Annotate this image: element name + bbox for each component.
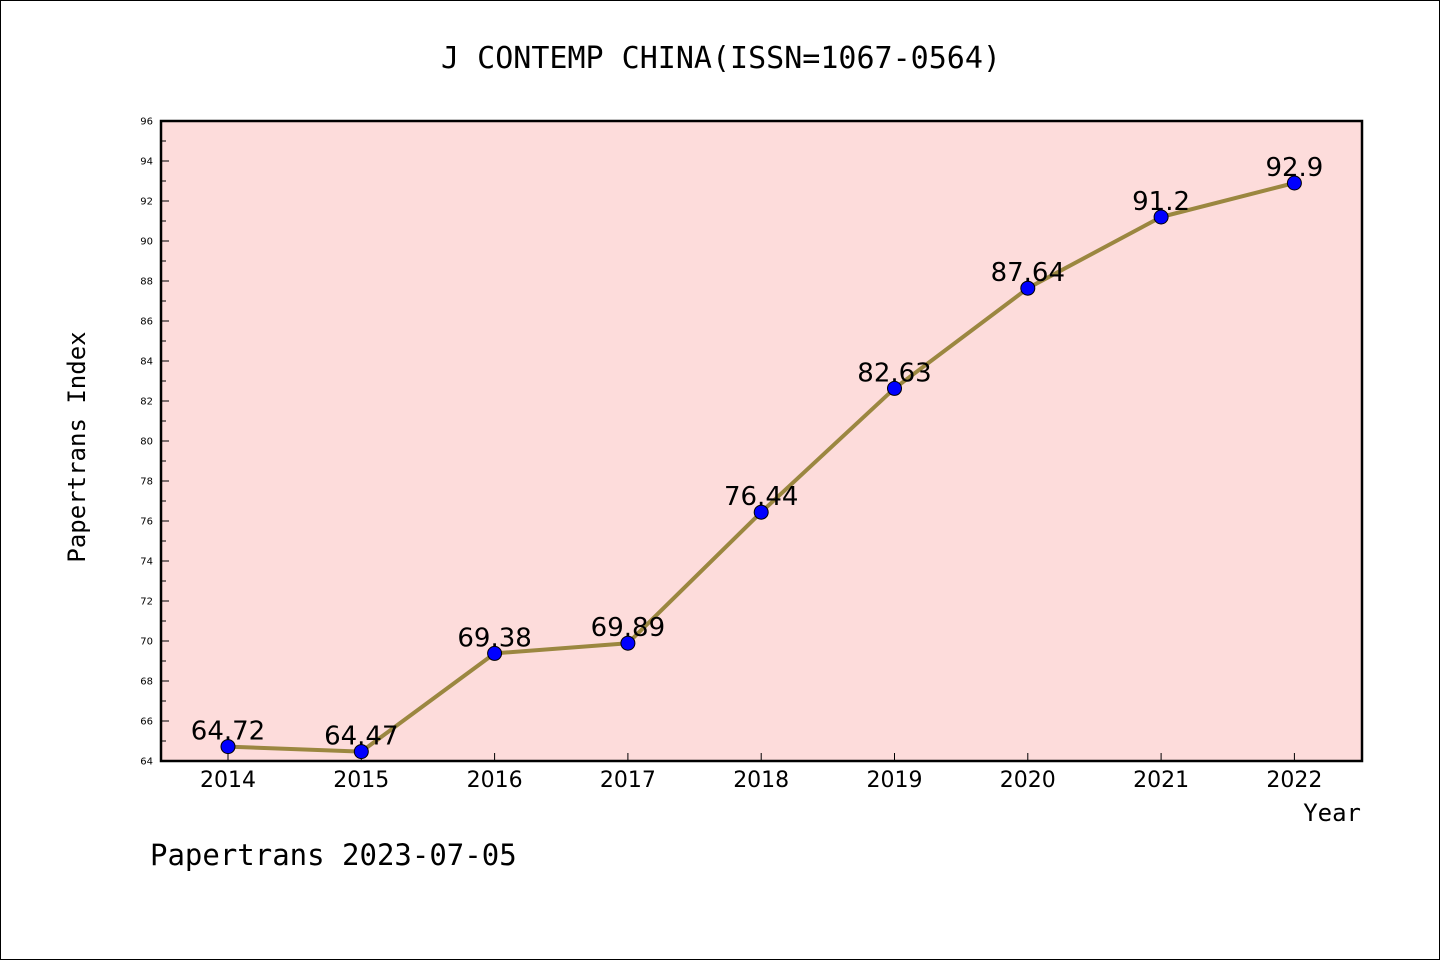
data-point (353, 744, 369, 760)
data-point (1153, 209, 1169, 225)
x-tick-label: 2016 (467, 768, 523, 793)
chart-title: J CONTEMP CHINA(ISSN=1067-0564) (441, 41, 1001, 76)
y-tick-label: 70 (140, 637, 153, 648)
x-axis: 2014 2015 2016 2017 2018 2019 2020 2021 2022 (200, 753, 1322, 793)
y-tick-label: 84 (140, 357, 153, 368)
data-label: 87.64 (991, 258, 1065, 288)
x-tick-label: 2014 (200, 768, 256, 793)
y-tick-label: 80 (140, 437, 153, 448)
data-label: 91.2 (1132, 187, 1190, 217)
data-point (487, 645, 503, 661)
data-point (887, 380, 902, 396)
data-label: 76.44 (724, 482, 798, 512)
x-tick-label: 2020 (1000, 768, 1056, 793)
y-tick-label: 74 (140, 557, 153, 568)
x-tick-label: 2015 (333, 768, 389, 793)
y-tick-label: 94 (140, 157, 153, 168)
data-label: 69.38 (457, 623, 531, 653)
y-tick-label: 66 (140, 717, 153, 728)
y-tick-label: 86 (140, 317, 153, 328)
data-label: 82.63 (857, 358, 931, 388)
data-label: 64.72 (191, 717, 265, 747)
data-label: 69.89 (591, 613, 665, 643)
data-label: 64.47 (324, 722, 398, 752)
y-tick-label: 78 (140, 477, 153, 488)
plot-area (159, 119, 1364, 763)
data-point (753, 504, 769, 520)
footer-date: Papertrans 2023-07-05 (150, 838, 517, 872)
y-tick-label: 64 (140, 757, 153, 768)
data-series (220, 175, 1302, 760)
y-tick-label: 68 (140, 677, 153, 688)
y-tick-label: 92 (140, 197, 153, 208)
y-tick-label: 82 (140, 397, 153, 408)
x-tick-label: 2017 (600, 768, 656, 793)
x-tick-label: 2021 (1133, 768, 1189, 793)
y-tick-label: 96 (140, 117, 153, 128)
y-axis: 64 66 68 70 72 74 76 78 80 82 84 86 88 90 92 94 96 (140, 117, 169, 768)
data-label: 92.9 (1265, 153, 1323, 183)
data-point (620, 635, 636, 651)
data-point (220, 739, 236, 755)
data-labels: 64.72 64.47 69.38 69.89 76.44 82.63 87.64 91.2 9… (191, 153, 1324, 752)
y-tick-label: 72 (140, 597, 153, 608)
y-tick-label: 90 (140, 237, 153, 248)
data-point (1286, 175, 1302, 191)
data-point (1020, 280, 1036, 296)
y-tick-label: 88 (140, 277, 153, 288)
y-axis-label: Papertrans Index (63, 331, 91, 562)
x-axis-label: Year (1303, 799, 1361, 827)
x-tick-label: 2019 (867, 768, 923, 793)
x-tick-label: 2018 (733, 768, 789, 793)
x-tick-label: 2022 (1266, 768, 1322, 793)
y-tick-label: 76 (140, 517, 153, 528)
